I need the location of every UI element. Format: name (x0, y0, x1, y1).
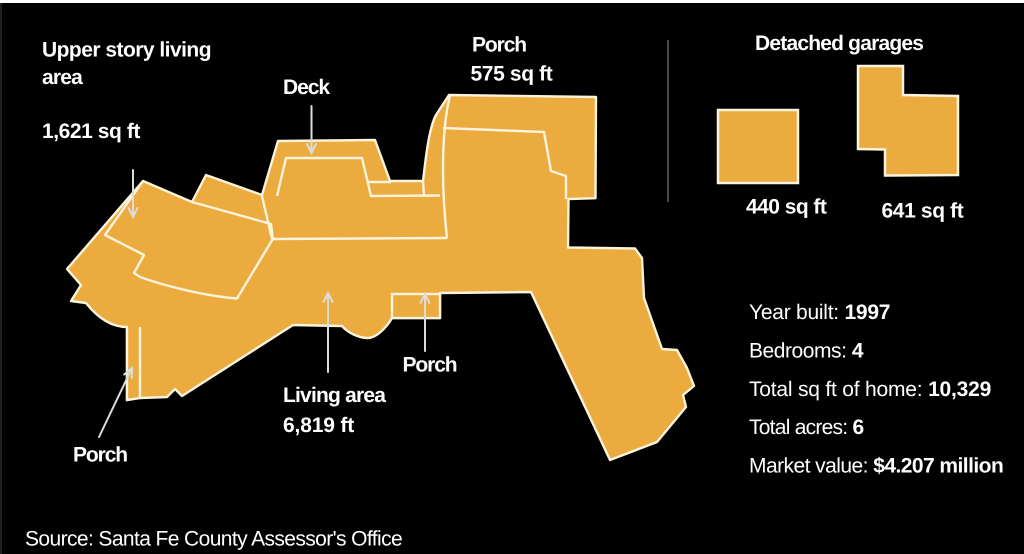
svg-text:Deck: Deck (283, 76, 330, 99)
svg-text:440 sq ft: 440 sq ft (746, 196, 827, 219)
svg-text:Bedrooms: 4: Bedrooms: 4 (749, 340, 864, 363)
svg-text:575 sq ft: 575 sq ft (471, 63, 553, 86)
svg-text:Total sq ft of home: 10,329: Total sq ft of home: 10,329 (749, 378, 991, 401)
svg-text:1,621 sq ft: 1,621 sq ft (42, 120, 140, 143)
svg-text:641 sq ft: 641 sq ft (882, 200, 964, 223)
svg-text:Porch: Porch (73, 444, 127, 467)
svg-text:Source: Santa Fe County Assess: Source: Santa Fe County Assessor's Offic… (25, 528, 402, 551)
svg-text:Detached garages: Detached garages (755, 32, 923, 55)
svg-text:area: area (42, 66, 83, 89)
svg-text:Market value: $4.207 million: Market value: $4.207 million (749, 455, 1003, 478)
svg-text:Porch: Porch (472, 34, 526, 57)
svg-text:Porch: Porch (403, 354, 457, 377)
svg-text:Upper story living: Upper story living (42, 39, 211, 62)
svg-text:6,819 ft: 6,819 ft (283, 414, 354, 437)
svg-text:Total acres: 6: Total acres: 6 (749, 416, 863, 439)
svg-text:Living area: Living area (283, 384, 386, 407)
svg-text:Year built: 1997: Year built: 1997 (749, 301, 890, 324)
